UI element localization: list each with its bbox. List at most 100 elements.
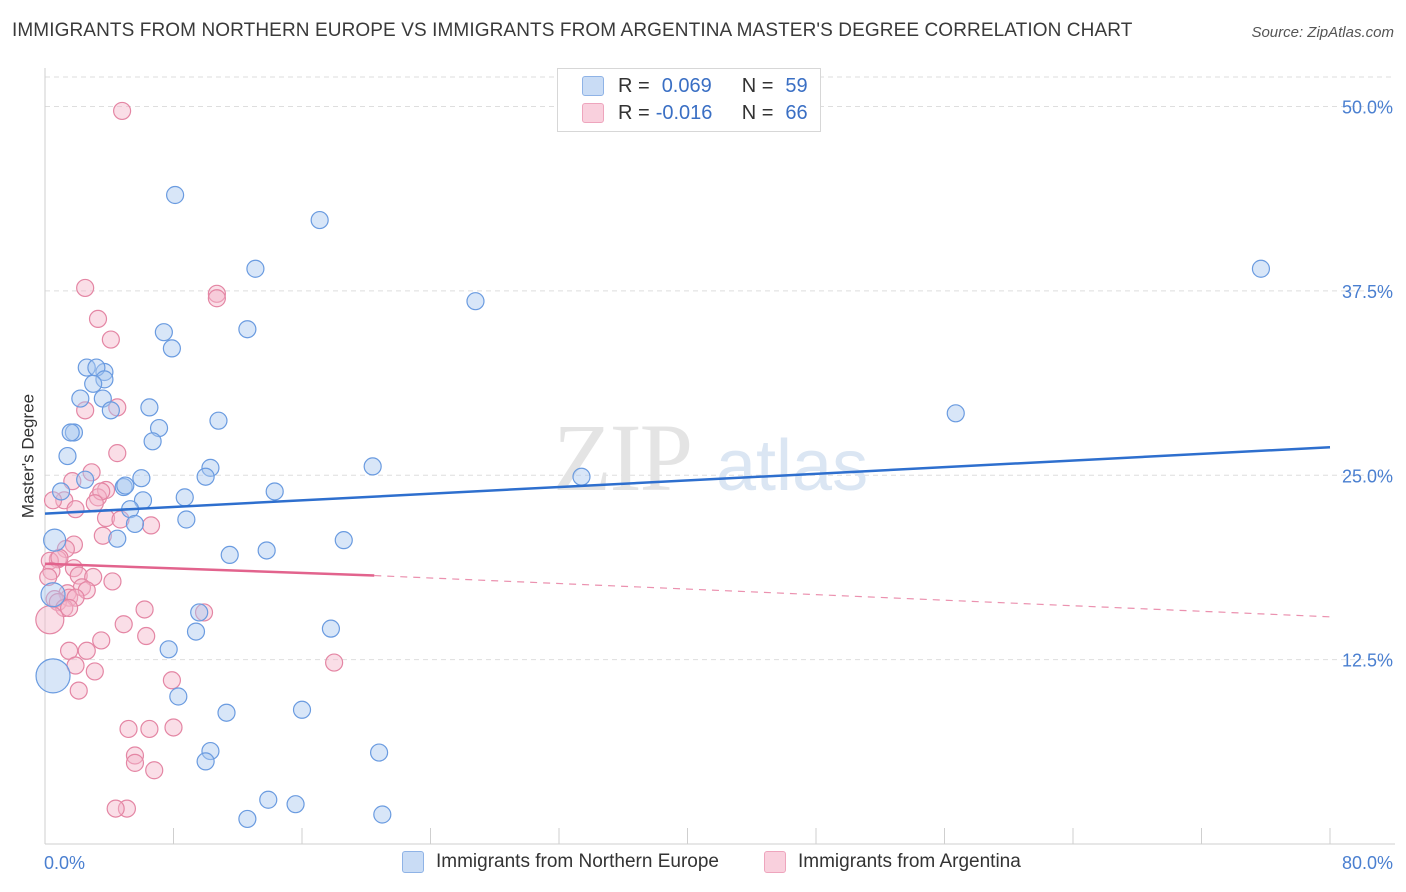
point-northern-europe: [1251, 259, 1271, 278]
legend-n-label: N =: [741, 74, 774, 97]
point-argentina: [77, 581, 96, 600]
point-northern-europe: [58, 446, 77, 466]
point-northern-europe: [40, 582, 66, 608]
legend-item-argentina: Immigrants from Argentina: [764, 851, 1021, 873]
point-northern-europe: [217, 703, 236, 722]
point-argentina: [85, 662, 104, 681]
y-tick-label: 50.0%: [1342, 98, 1393, 118]
point-argentina: [50, 548, 69, 567]
point-argentina: [162, 671, 181, 690]
point-argentina: [125, 753, 145, 772]
point-argentina: [76, 278, 95, 298]
point-argentina: [93, 526, 112, 545]
point-northern-europe: [71, 389, 90, 408]
point-argentina: [106, 799, 125, 818]
series-argentina: [35, 101, 344, 818]
point-northern-europe: [257, 541, 276, 560]
point-northern-europe: [101, 401, 120, 420]
point-northern-europe: [108, 529, 127, 548]
point-northern-europe: [572, 467, 591, 486]
point-northern-europe: [196, 467, 215, 486]
point-northern-europe: [466, 292, 485, 311]
point-argentina: [194, 603, 214, 622]
legend-row-argentina: R = -0.016 N = 66: [582, 100, 808, 126]
point-northern-europe: [321, 619, 341, 638]
point-northern-europe: [196, 752, 215, 771]
point-northern-europe: [363, 457, 382, 476]
point-northern-europe: [177, 510, 196, 529]
point-northern-europe: [159, 640, 178, 659]
point-northern-europe: [125, 514, 145, 534]
source-credit: Source: ZipAtlas.com: [1251, 24, 1394, 41]
point-northern-europe: [265, 482, 284, 501]
point-northern-europe: [51, 482, 71, 501]
point-northern-europe: [61, 423, 80, 442]
legend-n-value: 59: [785, 74, 808, 97]
legend-label: Immigrants from Argentina: [798, 851, 1021, 872]
point-northern-europe: [132, 469, 151, 488]
point-argentina: [59, 598, 79, 618]
trend-line-argentina-extension: [374, 574, 1331, 618]
point-northern-europe: [169, 687, 188, 706]
point-northern-europe: [286, 795, 305, 814]
legend-n-label: N =: [741, 101, 774, 124]
point-argentina: [66, 500, 85, 519]
point-northern-europe: [154, 323, 173, 342]
point-argentina: [101, 330, 120, 349]
legend-swatch-blue: [402, 851, 424, 873]
point-argentina: [135, 600, 154, 619]
point-argentina: [108, 444, 127, 463]
stats-legend: R = 0.069 N = 59 R = -0.016 N = 66: [557, 68, 821, 132]
point-northern-europe: [334, 531, 353, 550]
point-argentina: [88, 309, 108, 328]
point-northern-europe: [246, 259, 265, 278]
point-argentina: [92, 482, 111, 501]
point-argentina: [114, 615, 133, 634]
point-argentina: [77, 641, 96, 660]
point-northern-europe: [238, 809, 257, 829]
trend-lines: [44, 445, 1331, 618]
point-argentina: [39, 567, 58, 587]
x-tick-label-max: 80.0%: [1342, 853, 1393, 873]
y-tick-label: 12.5%: [1342, 651, 1393, 671]
point-argentina: [82, 463, 101, 482]
point-northern-europe: [370, 743, 389, 762]
point-argentina: [207, 289, 226, 308]
point-argentina: [112, 101, 132, 121]
y-axis-label: Master's Degree: [18, 393, 38, 519]
point-northern-europe: [95, 370, 114, 389]
legend-r-label: R =: [618, 74, 650, 97]
point-northern-europe: [175, 488, 194, 507]
point-argentina: [69, 566, 88, 585]
point-northern-europe: [292, 700, 312, 719]
point-argentina: [207, 284, 226, 303]
point-argentina: [119, 719, 138, 739]
point-northern-europe: [35, 658, 71, 694]
tick-labels: 12.5% 25.0% 37.5% 50.0% 0.0% 80.0%: [44, 98, 1393, 874]
point-argentina: [140, 719, 159, 739]
chart-title: IMMIGRANTS FROM NORTHERN EUROPE VS IMMIG…: [12, 20, 1133, 41]
y-tick-label: 25.0%: [1342, 466, 1393, 486]
legend-r-value: 0.069: [661, 74, 712, 97]
axes: [44, 68, 1395, 845]
point-argentina: [125, 746, 145, 765]
legend-row-northern-europe: R = 0.069 N = 59: [582, 73, 808, 99]
point-northern-europe: [201, 458, 220, 477]
point-northern-europe: [186, 622, 206, 641]
point-northern-europe: [201, 741, 220, 761]
point-northern-europe: [259, 790, 278, 809]
point-argentina: [69, 681, 88, 700]
point-northern-europe: [77, 358, 96, 377]
trend-line-northern-europe: [44, 445, 1331, 515]
point-northern-europe: [140, 398, 159, 417]
legend-swatch-pink: [582, 103, 604, 123]
point-argentina: [325, 653, 344, 672]
point-argentina: [141, 516, 161, 535]
point-argentina: [76, 401, 95, 420]
legend-swatch-blue: [582, 76, 604, 96]
point-northern-europe: [162, 339, 181, 358]
point-northern-europe: [43, 528, 67, 552]
watermark-atlas: atlas: [716, 426, 868, 506]
point-argentina: [145, 761, 164, 780]
